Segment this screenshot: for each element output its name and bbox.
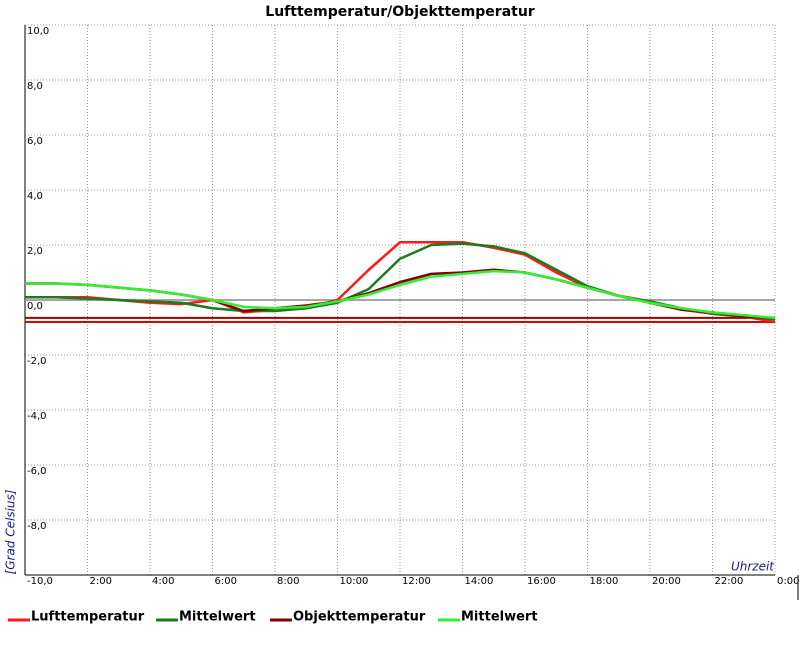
series-line bbox=[25, 269, 776, 320]
x-tick-label: 16:00 bbox=[527, 576, 556, 587]
y-axis-title: [Grad Celsius] bbox=[4, 489, 18, 574]
x-tick-label: 2:00 bbox=[90, 576, 112, 587]
legend-label: Mittelwert bbox=[461, 610, 538, 625]
x-tick-label: 12:00 bbox=[402, 576, 431, 587]
y-tick-label: 8,0 bbox=[27, 81, 43, 92]
x-tick-label: 4:00 bbox=[152, 576, 174, 587]
y-tick-label: 6,0 bbox=[27, 136, 43, 147]
legend-label: Objekttemperatur bbox=[293, 610, 426, 625]
x-tick-label: 18:00 bbox=[590, 576, 619, 587]
x-axis-title: Uhrzeit bbox=[731, 560, 775, 574]
y-tick-label: -8,0 bbox=[27, 521, 47, 532]
y-tick-label: 4,0 bbox=[27, 191, 43, 202]
y-tick-label: -6,0 bbox=[27, 466, 47, 477]
legend-label: Mittelwert bbox=[179, 610, 256, 625]
x-tick-label: 8:00 bbox=[277, 576, 299, 587]
legend-label: Lufttemperatur bbox=[31, 610, 145, 625]
x-tick-label: 20:00 bbox=[652, 576, 681, 587]
y-tick-label: 0,0 bbox=[27, 301, 43, 312]
x-tick-label: 14:00 bbox=[465, 576, 494, 587]
x-tick-label: 10:00 bbox=[340, 576, 369, 587]
y-tick-label: -4,0 bbox=[27, 411, 47, 422]
x-tick-label: 22:00 bbox=[715, 576, 744, 587]
x-tick-label: 6:00 bbox=[215, 576, 237, 587]
y-tick-label: 10,0 bbox=[27, 26, 49, 37]
y-tick-label: -2,0 bbox=[27, 356, 47, 367]
series-line bbox=[25, 242, 776, 321]
y-tick-label: -10,0 bbox=[27, 576, 53, 587]
y-tick-label: 2,0 bbox=[27, 246, 43, 257]
x-tick-label: 0:00 bbox=[777, 576, 799, 587]
chart-title: Lufttemperatur/Objekttemperatur bbox=[265, 4, 535, 20]
